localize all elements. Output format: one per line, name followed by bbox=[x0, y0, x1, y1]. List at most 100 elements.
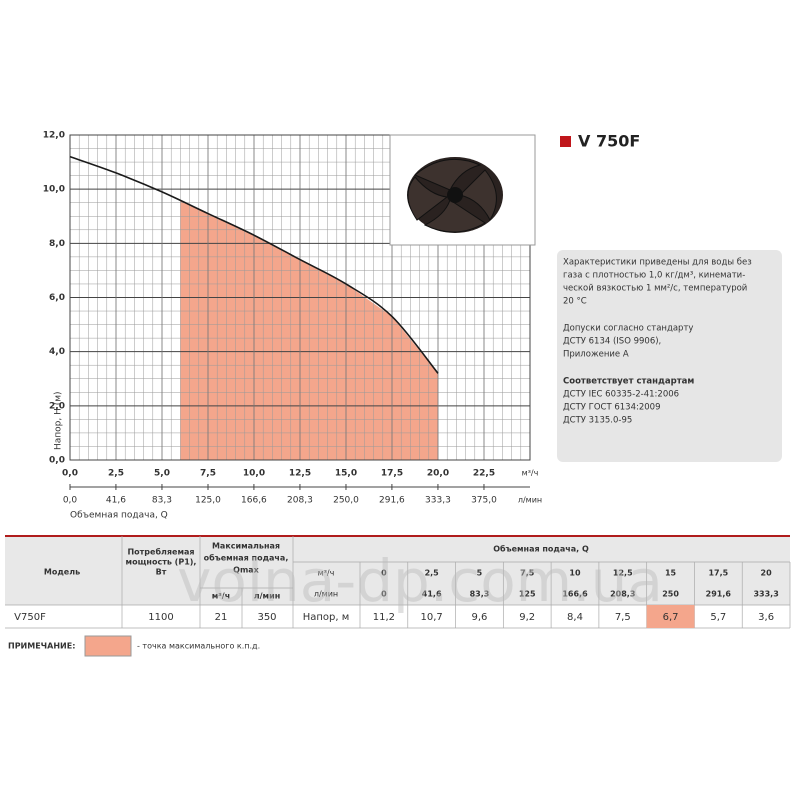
y-tick-label: 10,0 bbox=[43, 185, 65, 195]
cell-text: 9,2 bbox=[519, 612, 535, 623]
x-tick-label: 0,0 bbox=[62, 469, 78, 479]
cell-text: 208,3 bbox=[610, 590, 635, 599]
cell-text: 125 bbox=[519, 590, 536, 599]
chart: 0,0 2,0 4,0 6,0 8,0 10,0 12,0 0,0 2,5 5,0 7,5 10,0 1… bbox=[43, 131, 542, 521]
header-bg bbox=[5, 537, 790, 605]
cell-text: 291,6 bbox=[706, 590, 732, 599]
impeller-image bbox=[407, 157, 503, 233]
cell-text: 3,6 bbox=[758, 612, 774, 623]
note-text: - точка максимального к.п.д. bbox=[137, 642, 260, 651]
y-tick-label: 12,0 bbox=[43, 131, 65, 141]
x2-unit: л/мин bbox=[518, 496, 542, 505]
cell-text: мощность (Р1), bbox=[126, 558, 197, 567]
info-line: газа с плотностью 1,0 кг/дм³, кинемати- bbox=[563, 271, 745, 281]
info-line: ческой вязкостью 1 мм²/с, температурой bbox=[563, 284, 747, 294]
cell-text: 5,7 bbox=[710, 612, 726, 623]
cell-text: 5 bbox=[477, 569, 483, 578]
info-line: 20 °С bbox=[563, 297, 587, 307]
cell-text: Объемная подача, Q bbox=[493, 544, 589, 554]
y-tick-label: 6,0 bbox=[49, 293, 65, 303]
x2-tick-label: 125,0 bbox=[195, 496, 221, 506]
x2-tick-label: 166,6 bbox=[241, 496, 267, 506]
cell-text: объемная подача, bbox=[204, 553, 289, 563]
y-tick-label: 2,0 bbox=[49, 401, 65, 411]
y-tick-label: 4,0 bbox=[49, 347, 65, 357]
x2-tick-label: 208,3 bbox=[287, 496, 313, 506]
standard: ДСТУ 3135.0-95 bbox=[563, 416, 632, 426]
cell-text: 10,7 bbox=[421, 612, 443, 623]
cell-text: 11,2 bbox=[373, 612, 395, 623]
highlight-cell bbox=[646, 605, 695, 628]
cell-text: Вт bbox=[156, 568, 167, 577]
cell-text: 12,5 bbox=[613, 569, 633, 578]
watermark: volna-dp.com.ua bbox=[177, 547, 663, 615]
info-text: Характеристики приведены для воды без газ… bbox=[563, 258, 752, 426]
cell-text: 17,5 bbox=[708, 569, 728, 578]
x-tick-label: 12,5 bbox=[289, 469, 311, 479]
x-unit: м³/ч bbox=[522, 469, 539, 478]
cell-text: 0 bbox=[381, 569, 387, 578]
cell-text: 21 bbox=[215, 612, 228, 623]
x2-tick-label: 83,3 bbox=[152, 496, 172, 506]
info-line: Допуски согласно стандарту bbox=[563, 324, 693, 334]
cell-text: 0 bbox=[381, 590, 387, 599]
x-tick-label: 2,5 bbox=[108, 469, 124, 479]
x2-tick-label: 250,0 bbox=[333, 496, 359, 506]
x-axis-label: Объемная подача, Q bbox=[70, 511, 168, 521]
cell-text: 1100 bbox=[148, 612, 173, 623]
cell-text: Потребляемая bbox=[127, 547, 194, 557]
note-swatch bbox=[84, 635, 132, 657]
info-box bbox=[557, 250, 782, 462]
y-axis-label: Напор, Н (м) bbox=[54, 391, 64, 450]
info-line: ДСТУ 6134 (ISO 9906), bbox=[563, 337, 661, 347]
cell-text: 20 bbox=[761, 569, 773, 578]
plot-frame bbox=[69, 134, 531, 461]
curve bbox=[69, 155, 439, 374]
x2-tick-label: 0,0 bbox=[63, 496, 78, 506]
cell-text: 8,4 bbox=[567, 612, 583, 623]
y-tick-label: 8,0 bbox=[49, 239, 65, 249]
cell-text: м³/ч bbox=[212, 592, 230, 601]
info-line: Приложение А bbox=[563, 350, 629, 360]
cell-text: м³/ч bbox=[318, 569, 335, 578]
cell-text: Максимальная bbox=[212, 542, 280, 551]
cell-text: 41,6 bbox=[422, 590, 442, 599]
cell-text: 2,5 bbox=[425, 569, 440, 578]
cell-text: 83,3 bbox=[470, 590, 490, 599]
x-tick-label: 20,0 bbox=[427, 469, 449, 479]
cell-text: 7,5 bbox=[520, 569, 535, 578]
x-tick-label: 15,0 bbox=[335, 469, 357, 479]
cell-text: Qmax bbox=[233, 566, 260, 575]
cell-text: 10 bbox=[569, 569, 581, 578]
cell-text: л/мин bbox=[314, 590, 338, 599]
cell-text: 333,3 bbox=[753, 590, 778, 599]
standard: ДСТУ IEC 60335-2-41:2006 bbox=[563, 390, 679, 400]
x-tick-label: 17,5 bbox=[381, 469, 403, 479]
cell-text: Модель bbox=[44, 568, 80, 577]
x-tick-label: 10,0 bbox=[243, 469, 265, 479]
x2-tick-label: 291,6 bbox=[379, 496, 405, 506]
cell-text: 350 bbox=[257, 612, 276, 623]
cell-text: 166,6 bbox=[562, 590, 588, 599]
cell-text: 15 bbox=[665, 569, 677, 578]
cell-text: 250 bbox=[662, 590, 679, 599]
cell-text: Напор, м bbox=[303, 612, 350, 623]
y-tick-label: 0,0 bbox=[49, 456, 65, 466]
x-tick-label: 7,5 bbox=[200, 469, 216, 479]
title-marker bbox=[560, 136, 571, 147]
cell-text: V750F bbox=[14, 612, 46, 623]
info-line: Характеристики приведены для воды без bbox=[563, 258, 752, 268]
chart-title: V 750F bbox=[578, 132, 640, 151]
cell-text: л/мин bbox=[254, 592, 280, 601]
standard: ДСТУ ГОСТ 6134:2009 bbox=[563, 403, 660, 413]
standards-title: Соответствует стандартам bbox=[563, 377, 694, 387]
x2-tick-label: 41,6 bbox=[106, 496, 126, 506]
x-tick-label: 5,0 bbox=[154, 469, 170, 479]
cell-text: 9,6 bbox=[471, 612, 487, 623]
cell-text: 7,5 bbox=[615, 612, 631, 623]
x-tick-label: 22,5 bbox=[473, 469, 495, 479]
note-label: ПРИМЕЧАНИЕ: bbox=[8, 642, 75, 651]
cell-text: 6,7 bbox=[663, 612, 679, 623]
